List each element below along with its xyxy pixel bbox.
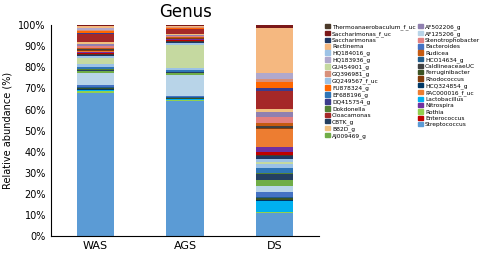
Bar — [256, 168, 293, 173]
Bar — [76, 91, 114, 93]
Bar — [76, 93, 114, 236]
Bar — [76, 49, 114, 50]
Bar — [166, 40, 204, 41]
Bar — [256, 25, 293, 28]
Bar — [166, 99, 204, 100]
Bar — [166, 37, 204, 38]
Bar — [256, 186, 293, 192]
Bar — [166, 100, 204, 101]
Bar — [76, 88, 114, 89]
Bar — [166, 73, 204, 75]
Bar — [256, 174, 293, 180]
Bar — [76, 90, 114, 91]
Bar — [76, 46, 114, 48]
Bar — [166, 70, 204, 71]
Bar — [256, 108, 293, 112]
Bar — [256, 126, 293, 128]
Bar — [76, 69, 114, 70]
Bar — [166, 75, 204, 96]
Bar — [166, 41, 204, 42]
Bar — [76, 67, 114, 69]
Bar — [256, 128, 293, 129]
Bar — [256, 201, 293, 212]
Bar — [76, 31, 114, 33]
Bar — [76, 25, 114, 26]
Bar — [76, 28, 114, 30]
Bar — [256, 200, 293, 201]
Bar — [76, 87, 114, 88]
Bar — [256, 162, 293, 164]
Bar — [256, 164, 293, 168]
Title: Genus: Genus — [159, 3, 212, 21]
Bar — [256, 212, 293, 213]
Bar — [166, 98, 204, 99]
Legend: Thermoanaerobaculum_f_uc, Saccharimonas_f_uc, Saccharimonas, Rectinema, HQ184016: Thermoanaerobaculum_f_uc, Saccharimonas_… — [325, 24, 480, 139]
Bar — [256, 88, 293, 91]
Bar — [166, 26, 204, 27]
Bar — [166, 45, 204, 68]
Bar — [76, 85, 114, 87]
Bar — [76, 70, 114, 71]
Bar — [256, 91, 293, 108]
Bar — [256, 173, 293, 174]
Y-axis label: Relative abundance (%): Relative abundance (%) — [3, 72, 13, 189]
Bar — [256, 198, 293, 200]
Bar — [166, 34, 204, 35]
Bar — [256, 158, 293, 162]
Bar — [256, 73, 293, 79]
Bar — [166, 35, 204, 36]
Bar — [256, 147, 293, 152]
Bar — [76, 26, 114, 28]
Bar — [256, 152, 293, 155]
Bar — [256, 180, 293, 186]
Bar — [256, 118, 293, 123]
Bar — [76, 44, 114, 46]
Bar — [76, 58, 114, 64]
Bar — [256, 192, 293, 197]
Bar — [256, 156, 293, 158]
Bar — [76, 50, 114, 51]
Bar — [76, 54, 114, 55]
Bar — [76, 89, 114, 90]
Bar — [76, 51, 114, 52]
Bar — [166, 38, 204, 39]
Bar — [166, 71, 204, 72]
Bar — [166, 101, 204, 236]
Bar — [76, 42, 114, 44]
Bar — [166, 39, 204, 40]
Bar — [256, 155, 293, 156]
Bar — [76, 33, 114, 34]
Bar — [166, 68, 204, 70]
Bar — [256, 112, 293, 118]
Bar — [256, 123, 293, 126]
Bar — [256, 79, 293, 82]
Bar — [256, 28, 293, 73]
Bar — [76, 30, 114, 31]
Bar — [76, 73, 114, 85]
Bar — [166, 42, 204, 43]
Bar — [76, 53, 114, 54]
Bar — [76, 48, 114, 49]
Bar — [76, 56, 114, 58]
Bar — [256, 197, 293, 198]
Bar — [166, 96, 204, 98]
Bar — [166, 25, 204, 26]
Bar — [166, 72, 204, 73]
Bar — [166, 29, 204, 34]
Bar — [166, 43, 204, 45]
Bar — [166, 27, 204, 28]
Bar — [166, 36, 204, 37]
Bar — [76, 52, 114, 53]
Bar — [256, 82, 293, 88]
Bar — [76, 34, 114, 42]
Bar — [256, 213, 293, 236]
Bar — [76, 71, 114, 73]
Bar — [166, 28, 204, 29]
Bar — [76, 64, 114, 67]
Bar — [76, 55, 114, 56]
Bar — [256, 129, 293, 147]
